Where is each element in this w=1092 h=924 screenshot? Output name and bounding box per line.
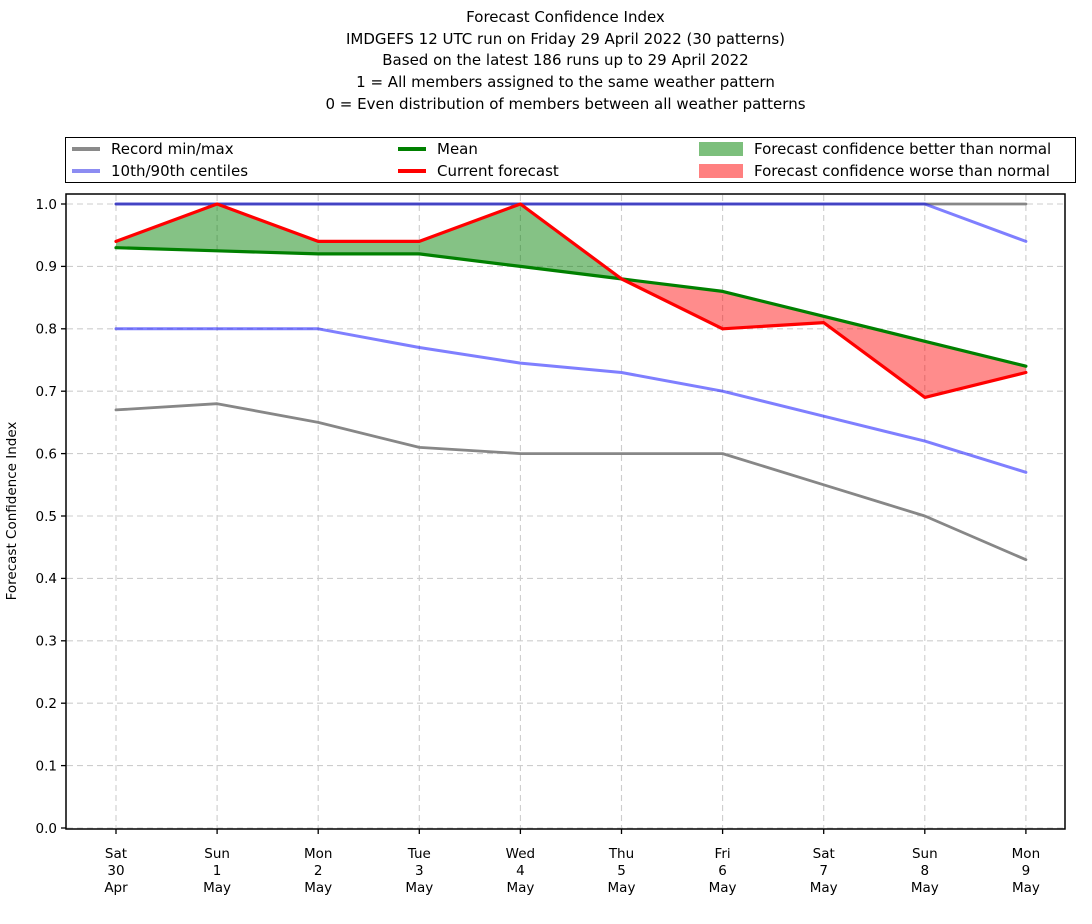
legend: Record min/max 10th/90th centiles Mean C…	[65, 137, 1076, 183]
svg-text:0.0: 0.0	[36, 821, 57, 837]
x-tick-labels: Sat 30 Apr Sun 1 May Mon 2 May Tue 3 May Wed 4 May Thu 5…	[104, 846, 1040, 896]
legend-label-better-than-normal: Forecast confidence better than normal	[754, 139, 1052, 158]
legend-item-record-minmax: Record min/max	[72, 140, 248, 159]
chart-run-line: IMDGEFS 12 UTC run on Friday 29 April 20…	[346, 29, 785, 48]
chart-title: Forecast Confidence Index	[466, 8, 665, 26]
line-forecast	[114, 202, 1028, 399]
legend-item-centiles: 10th/90th centiles	[72, 162, 248, 181]
legend-label-worse-than-normal: Forecast confidence worse than normal	[754, 161, 1050, 180]
chart-note-zero: 0 = Even distribution of members between…	[325, 94, 806, 113]
svg-text:0.4: 0.4	[36, 571, 57, 587]
legend-column-3: Forecast confidence better than normal F…	[699, 138, 1051, 182]
y-tick-labels: 0.0 0.1 0.2 0.3 0.4 0.5 0.6 0.7 0.8 0.9 1.0	[36, 197, 57, 837]
axis-ticks	[61, 203, 1027, 834]
legend-column-2: Mean Current forecast	[398, 138, 559, 182]
svg-text:1.0: 1.0	[36, 197, 57, 213]
chart-basis-line: Based on the latest 186 runs up to 29 Ap…	[382, 51, 749, 70]
legend-column-1: Record min/max 10th/90th centiles	[72, 138, 248, 182]
svg-text:0.2: 0.2	[36, 696, 57, 712]
chart-title-block: Forecast Confidence Index IMDGEFS 12 UTC…	[66, 7, 1065, 116]
y-axis-label: Forecast Confidence Index	[4, 422, 20, 601]
legend-swatch-mean	[398, 147, 426, 151]
legend-swatch-current-forecast	[398, 169, 426, 173]
svg-text:0.7: 0.7	[36, 384, 57, 400]
legend-swatch-better-than-normal	[699, 142, 743, 156]
svg-text:0.9: 0.9	[36, 259, 57, 275]
svg-text:0.5: 0.5	[36, 509, 57, 525]
legend-swatch-centiles	[72, 169, 100, 173]
legend-swatch-record-minmax	[72, 147, 100, 151]
fill-better_than_normal	[116, 204, 1026, 367]
legend-label-mean: Mean	[437, 139, 478, 158]
svg-text:0.1: 0.1	[36, 758, 57, 774]
line-mean	[114, 246, 1028, 368]
legend-item-current-forecast: Current forecast	[398, 162, 559, 181]
svg-text:0.8: 0.8	[36, 322, 57, 338]
line-record_min	[114, 402, 1028, 562]
legend-label-current-forecast: Current forecast	[437, 161, 559, 180]
gridlines	[67, 195, 1064, 829]
plot-border	[65, 193, 1066, 830]
chart-note-one: 1 = All members assigned to the same wea…	[356, 73, 775, 92]
legend-label-centiles: 10th/90th centiles	[111, 161, 249, 180]
legend-item-worse-than-normal: Forecast confidence worse than normal	[699, 162, 1051, 181]
svg-text:0.3: 0.3	[36, 634, 57, 650]
legend-item-better-than-normal: Forecast confidence better than normal	[699, 140, 1051, 159]
legend-item-mean: Mean	[398, 140, 559, 159]
legend-swatch-worse-than-normal	[699, 164, 743, 178]
legend-label-record-minmax: Record min/max	[111, 139, 234, 158]
line-centile_10	[114, 327, 1028, 474]
svg-text:0.6: 0.6	[36, 446, 57, 462]
line-centile_90	[114, 202, 1028, 243]
